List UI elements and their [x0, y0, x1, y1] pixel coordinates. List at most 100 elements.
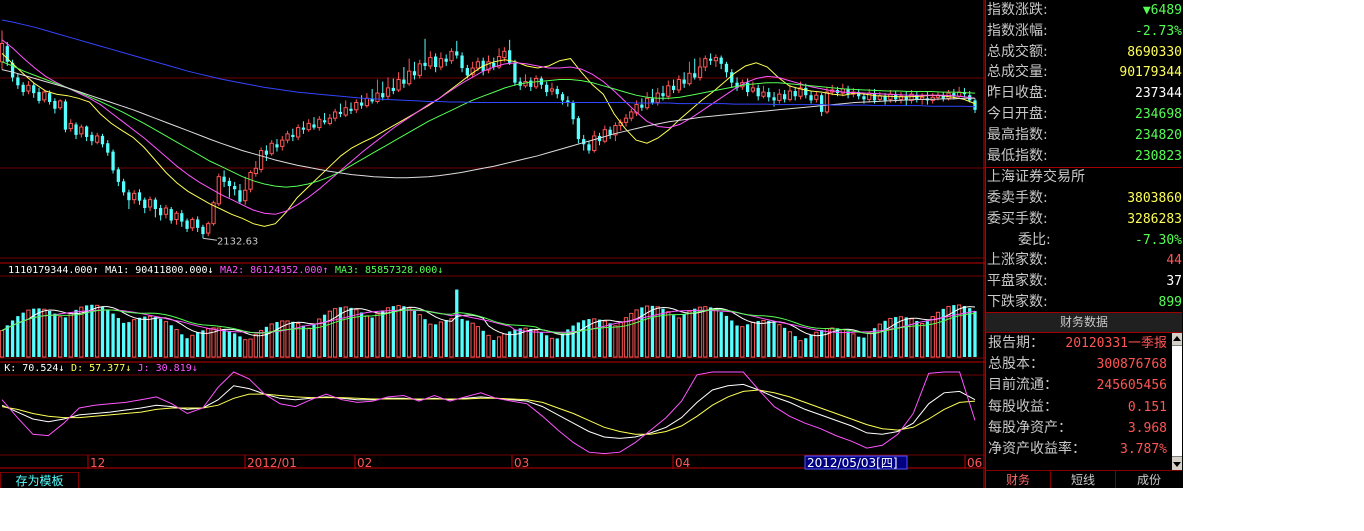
- volume-bar: [0, 330, 5, 358]
- candle: [385, 87, 391, 97]
- volume-bar: [877, 323, 882, 358]
- finance-row: 总股本： 300876768: [986, 354, 1168, 375]
- volume-bar: [898, 316, 904, 358]
- volume-bar: [338, 307, 343, 357]
- volume-bar: [730, 320, 734, 357]
- finance-scrollbar[interactable]: [1172, 333, 1182, 470]
- candle: [576, 118, 581, 140]
- volume-bar: [475, 326, 481, 358]
- exchange-label: 平盘家数:: [987, 273, 1048, 290]
- candle: [750, 87, 756, 92]
- volume-bar: [671, 315, 676, 357]
- finance-value: 0.151: [1127, 399, 1167, 415]
- volume-bar: [735, 325, 739, 357]
- save-template-button[interactable]: 存为模板: [0, 472, 79, 488]
- volume-bar: [750, 321, 756, 358]
- candle: [37, 92, 41, 101]
- volume-bar: [37, 308, 41, 357]
- candle: [174, 212, 179, 220]
- candle: [163, 207, 169, 215]
- volume-bar: [830, 327, 835, 358]
- candle: [549, 88, 555, 92]
- exchange-label: 下跌家数:: [987, 294, 1048, 310]
- volume-bar: [180, 334, 184, 357]
- volume-bar: [58, 316, 63, 358]
- candle: [238, 190, 242, 202]
- volume-bar: [433, 324, 438, 357]
- candle: [433, 56, 438, 67]
- candle: [343, 107, 348, 116]
- volume-bar: [904, 317, 908, 357]
- finance-label: 目前流通：: [988, 377, 1058, 394]
- exchange-value: 44: [1166, 253, 1182, 269]
- volume-bar: [248, 338, 253, 358]
- volume-bar: [566, 329, 570, 357]
- candle: [756, 87, 760, 97]
- candle: [90, 134, 94, 142]
- volume-bar: [216, 327, 221, 358]
- volume-bar: [533, 329, 539, 358]
- exchange-label: 委卖手数:: [987, 190, 1048, 206]
- candle: [508, 50, 512, 63]
- candle: [545, 84, 549, 93]
- candle: [846, 88, 850, 95]
- tab-short-term[interactable]: 短线: [1051, 470, 1116, 488]
- volume-bar: [243, 339, 248, 358]
- candle: [253, 167, 258, 175]
- scroll-down-arrow-icon[interactable]: [1173, 462, 1181, 467]
- volume-bar: [713, 308, 719, 358]
- x-tick-label: 04: [675, 456, 690, 470]
- volume-bar: [919, 323, 925, 358]
- side-panel: 指数涨跌: ▼6489 指数涨幅: -2.73% 总成交额: 8690330 总成交量: 90…: [985, 0, 1183, 488]
- volume-bar: [555, 338, 559, 357]
- volume-bar: [26, 309, 31, 358]
- finance-row: 净资产收益率： 3.787%: [986, 439, 1168, 460]
- x-tick-label: 06: [967, 456, 982, 470]
- stat-row: 指数涨幅: -2.73%: [986, 21, 1182, 42]
- candle: [703, 58, 708, 68]
- volume-ma-line: [1, 309, 976, 334]
- chart-area[interactable]: 2132.63 VOLUME: 1110179344.000↑ MA1: 90411…: [0, 0, 985, 488]
- volume-bar: [132, 319, 137, 358]
- exchange-value: 3803860: [1127, 191, 1182, 206]
- volume-bar: [676, 317, 682, 358]
- candle: [650, 98, 655, 103]
- candle: [211, 202, 216, 225]
- volume-bar: [111, 313, 115, 357]
- candle: [613, 124, 618, 136]
- finance-value: 3.968: [1127, 420, 1167, 436]
- volume-bar: [576, 322, 581, 357]
- volume-bar: [47, 311, 52, 357]
- candle: [0, 43, 5, 63]
- scroll-up-arrow-icon[interactable]: [1173, 336, 1181, 341]
- candle: [915, 95, 919, 100]
- ma-line: [1, 61, 976, 188]
- volume-bar: [402, 306, 406, 357]
- volume-bar: [962, 306, 967, 357]
- stat-row: 总成交额: 8690330: [986, 42, 1182, 63]
- candle: [159, 208, 163, 216]
- tab-components[interactable]: 成份: [1116, 470, 1182, 488]
- candle: [196, 219, 200, 228]
- candle: [973, 100, 977, 110]
- stat-label: 最高指数:: [987, 126, 1048, 143]
- candle: [137, 192, 142, 201]
- volume-bar: [127, 322, 131, 357]
- volume-bar: [63, 317, 68, 357]
- x-tick-label: 12: [90, 456, 105, 470]
- candle: [502, 50, 507, 59]
- volume-bar: [444, 320, 448, 357]
- kdj-line: [1, 383, 976, 439]
- volume-bar: [327, 310, 332, 358]
- candle: [95, 135, 100, 143]
- stat-label: 总成交量:: [987, 64, 1048, 81]
- volume-bar: [629, 312, 634, 358]
- volume-bar: [211, 327, 216, 358]
- volume-bar: [90, 304, 94, 357]
- scroll-thumb[interactable]: [1172, 345, 1182, 457]
- volume-bar: [820, 330, 824, 357]
- tab-finance[interactable]: 财务: [986, 470, 1051, 488]
- candle: [291, 134, 295, 137]
- volume-bar: [137, 317, 142, 357]
- volume-bar: [21, 312, 25, 357]
